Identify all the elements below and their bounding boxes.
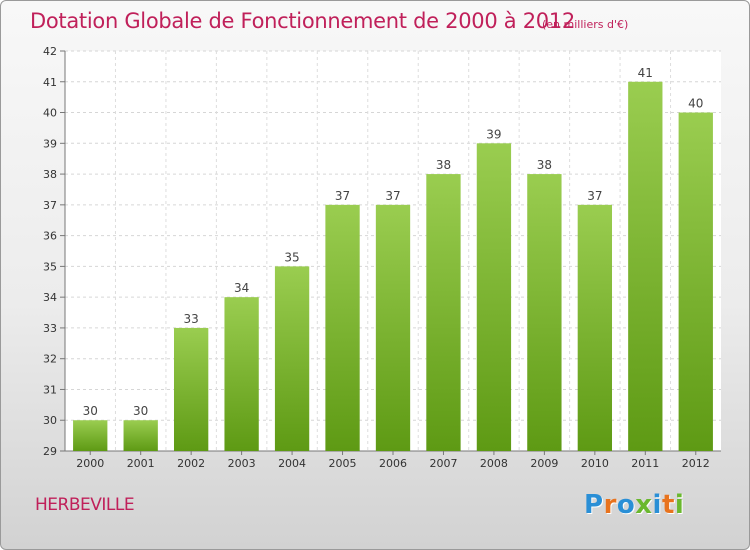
y-tick-label: 35 [43, 260, 57, 273]
bar [274, 266, 310, 451]
commune-name: HERBEVILLE [35, 495, 135, 515]
chart-title: Dotation Globale de Fonctionnement de 20… [30, 9, 575, 33]
chart-subtitle: (en milliers d'€) [542, 18, 629, 31]
logo-letter: r [603, 490, 617, 520]
bar [224, 297, 259, 451]
bar [476, 143, 512, 452]
x-tick-label: 2008 [480, 457, 508, 470]
y-tick-label: 34 [43, 291, 57, 304]
logo-letter: x [635, 490, 653, 520]
data-label: 38 [436, 158, 451, 172]
x-tick-label: 2003 [228, 457, 256, 470]
data-label: 40 [688, 97, 703, 111]
y-tick-label: 40 [43, 107, 57, 120]
x-tick-label: 2010 [581, 457, 609, 470]
x-tick-label: 2009 [530, 457, 558, 470]
proxiti-logo[interactable]: Proxiti [584, 490, 684, 520]
y-tick-label: 30 [43, 414, 57, 427]
data-label: 33 [184, 312, 199, 326]
bar [325, 204, 360, 451]
logo-letter: P [584, 490, 604, 520]
y-tick-label: 33 [43, 322, 57, 335]
x-tick-label: 2011 [631, 457, 659, 470]
bar [426, 174, 461, 452]
logo-letter: i [674, 490, 685, 520]
y-tick-label: 31 [43, 383, 57, 396]
y-tick-label: 42 [43, 45, 57, 58]
bar [173, 327, 209, 451]
logo-letter: t [661, 490, 675, 520]
bar [375, 204, 411, 451]
y-tick-label: 39 [43, 137, 57, 150]
x-tick-label: 2002 [177, 457, 205, 470]
data-label: 35 [284, 250, 299, 264]
y-tick-label: 41 [43, 76, 57, 89]
y-tick-label: 36 [43, 230, 57, 243]
y-tick-label: 32 [43, 353, 57, 366]
x-tick-label: 2000 [76, 457, 104, 470]
x-tick-label: 2001 [127, 457, 155, 470]
x-tick-label: 2006 [379, 457, 407, 470]
bar [73, 420, 108, 451]
bar [628, 81, 663, 452]
bar [123, 420, 158, 451]
bar [577, 204, 613, 451]
bar [678, 112, 713, 452]
x-tick-label: 2007 [429, 457, 457, 470]
y-tick-label: 37 [43, 199, 57, 212]
data-label: 30 [83, 404, 98, 418]
labels: 30 30 33 34 35 37 37 38 39 38 37 41 40 [83, 66, 704, 418]
data-label: 34 [234, 281, 249, 295]
data-label: 39 [486, 127, 501, 141]
x-tick-label: 2005 [329, 457, 357, 470]
data-label: 30 [133, 404, 148, 418]
y-tick-label: 38 [43, 168, 57, 181]
bars [73, 81, 713, 452]
data-label: 38 [537, 158, 552, 172]
x-tick-label: 2012 [682, 457, 710, 470]
data-label: 37 [385, 189, 400, 203]
logo-letter: i [652, 490, 662, 520]
x-tick-label: 2004 [278, 457, 306, 470]
bar [527, 174, 562, 452]
data-label: 37 [587, 189, 602, 203]
logo-letter: o [616, 490, 636, 520]
y-tick-label: 29 [43, 445, 57, 458]
data-label: 37 [335, 189, 350, 203]
data-label: 41 [638, 66, 653, 80]
